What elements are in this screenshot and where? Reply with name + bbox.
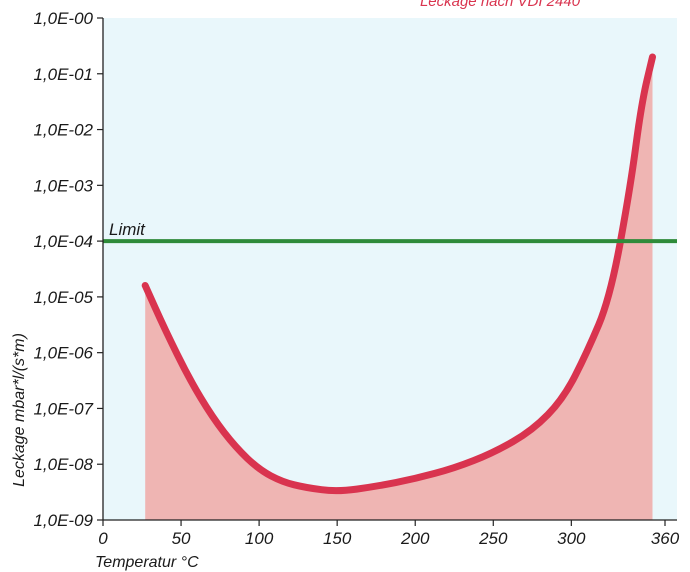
x-axis-ticks: 0 50 100 150 200 250 300 360 xyxy=(98,520,680,548)
y-tick-label: 1,0E-05 xyxy=(33,288,93,307)
x-tick-label: 100 xyxy=(245,529,274,548)
x-tick-label: 50 xyxy=(172,529,191,548)
x-tick-label: 0 xyxy=(98,529,108,548)
y-tick-label: 1,0E-09 xyxy=(33,511,93,530)
leakage-area-fill xyxy=(145,57,653,520)
y-axis-title: Leckage mbar*l/(s*m) xyxy=(11,333,28,487)
x-tick-label: 150 xyxy=(323,529,352,548)
limit-label: Limit xyxy=(109,220,146,239)
y-tick-label: 1,0E-02 xyxy=(33,121,93,140)
x-tick-label: 200 xyxy=(400,529,430,548)
y-axis-ticks: 1,0E-09 1,0E-08 1,0E-07 1,0E-06 1,0E-05 1,0E-… xyxy=(33,9,103,530)
y-tick-label: 1,0E-00 xyxy=(33,9,93,28)
y-tick-label: 1,0E-04 xyxy=(33,232,93,251)
y-tick-label: 1,0E-03 xyxy=(33,176,93,195)
y-tick-label: 1,0E-07 xyxy=(33,399,93,418)
y-tick-label: 1,0E-06 xyxy=(33,344,93,363)
x-axis-title: Temperatur °C xyxy=(95,554,199,571)
leakage-curve-line xyxy=(141,53,656,495)
y-tick-label: 1,0E-01 xyxy=(33,65,93,84)
x-tick-label: 360 xyxy=(651,529,680,548)
x-tick-label: 300 xyxy=(557,529,586,548)
y-tick-label: 1,0E-08 xyxy=(33,455,93,474)
x-tick-label: 250 xyxy=(478,529,508,548)
chart-title: Leckage nach VDI 2440 xyxy=(420,0,581,10)
